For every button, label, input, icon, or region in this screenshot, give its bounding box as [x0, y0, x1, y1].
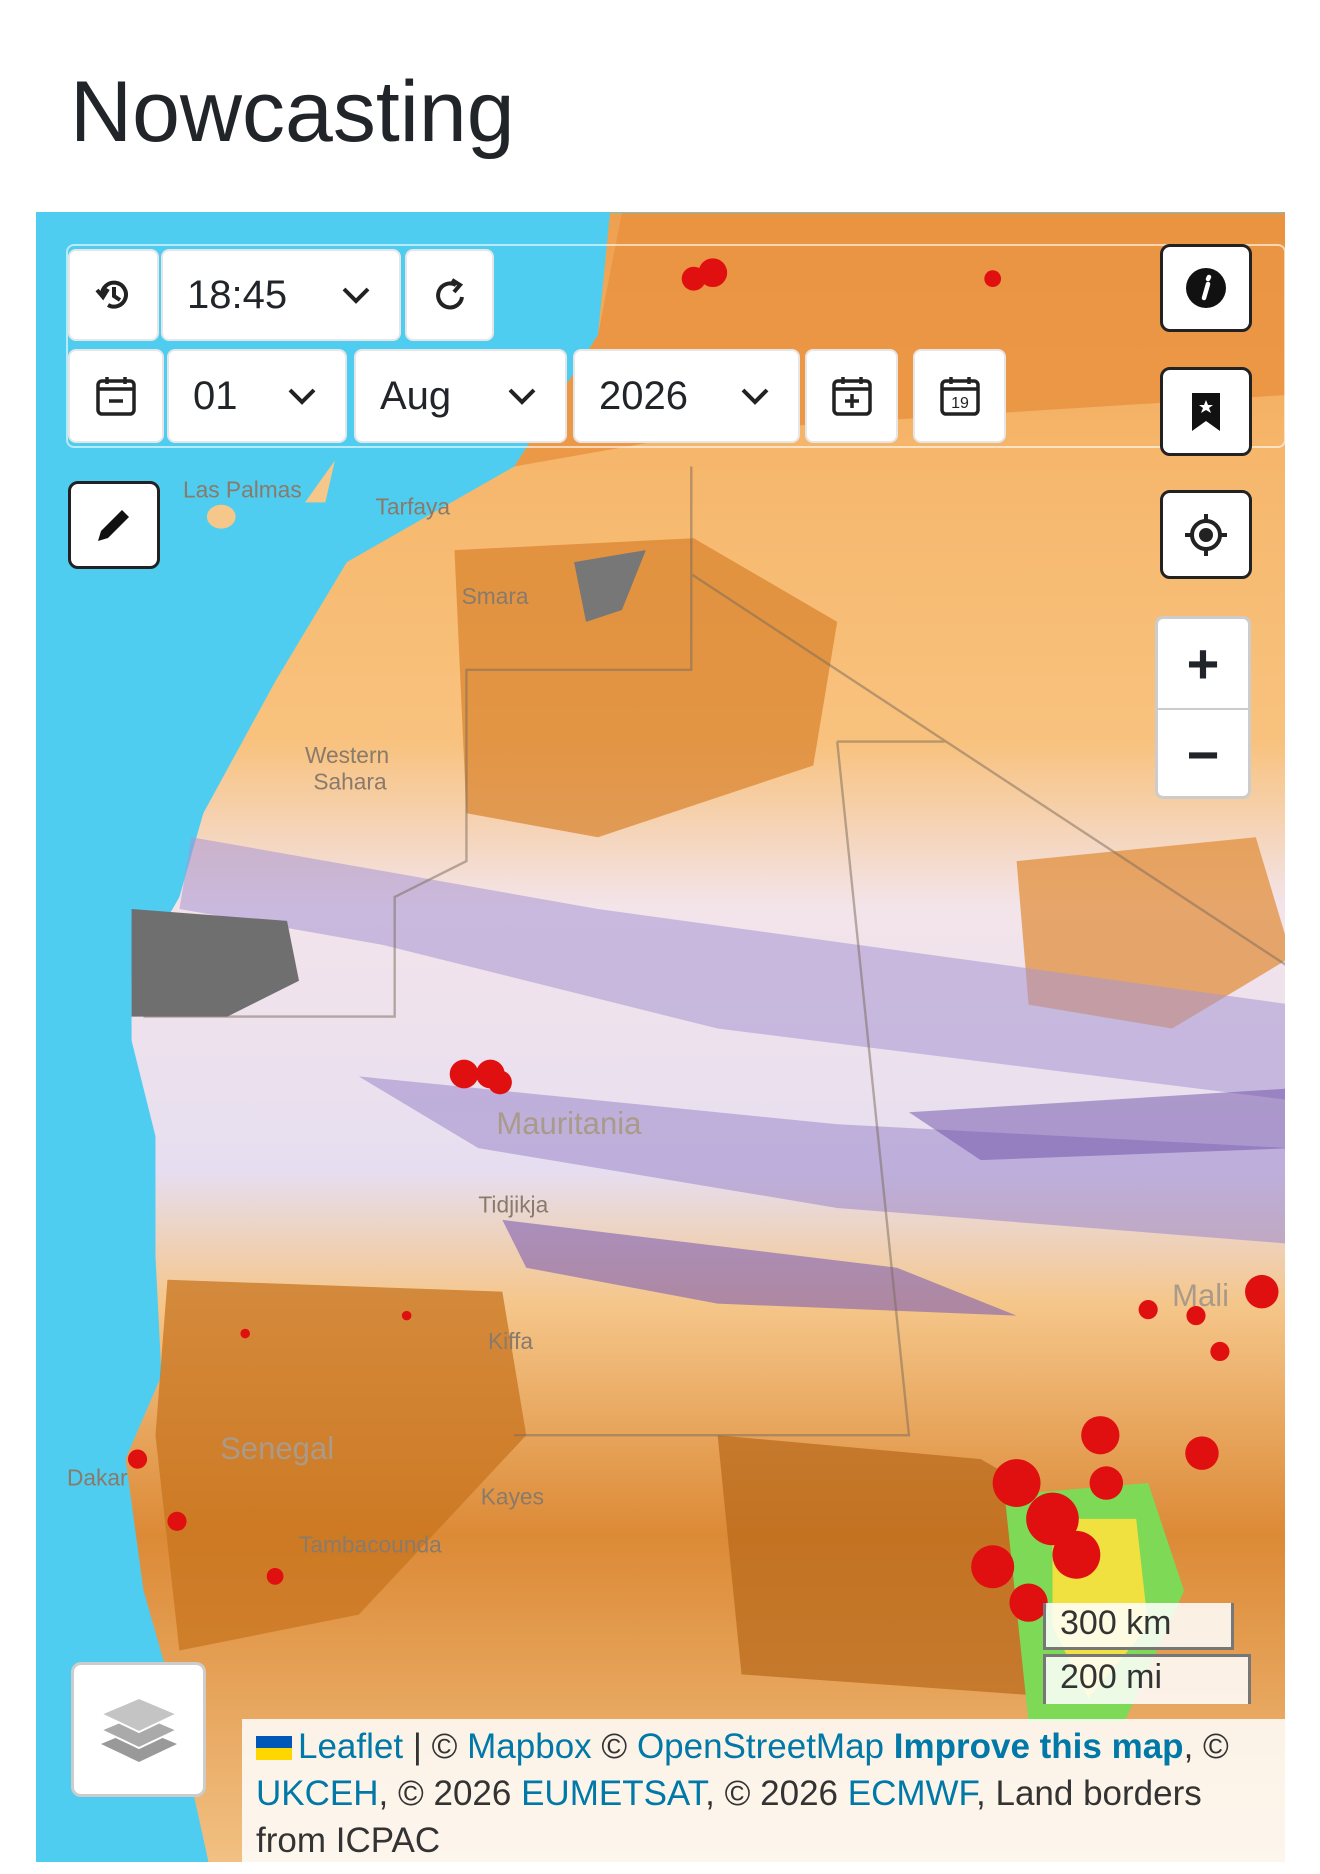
attribution-text: , © 2026 — [705, 1774, 848, 1813]
today-button[interactable]: 19 — [913, 349, 1006, 443]
attribution-text: , © — [1183, 1727, 1229, 1766]
attribution-text: , © 2026 — [378, 1774, 522, 1813]
map-label: Kayes — [481, 1484, 544, 1510]
zoom-in[interactable]: + — [1158, 619, 1248, 710]
zoom-out[interactable]: − — [1186, 723, 1220, 786]
day-select[interactable]: 01 — [167, 349, 347, 443]
map-label: Las Palmas — [183, 477, 302, 503]
map-label: Senegal — [220, 1431, 334, 1466]
calendar-today-icon: 19 — [939, 377, 980, 416]
layers-button[interactable] — [71, 1662, 206, 1797]
time-value: 18:45 — [187, 272, 288, 317]
info-icon — [1186, 268, 1226, 308]
time-select[interactable]: 18:45 — [161, 249, 401, 341]
map-label: Mali — [1172, 1278, 1229, 1313]
year-select[interactable]: 2026 — [573, 349, 800, 443]
history-icon — [94, 280, 128, 309]
history-button[interactable] — [68, 249, 159, 341]
attribution-text: | © — [403, 1727, 468, 1766]
calendar-plus-icon — [831, 377, 872, 416]
info-button[interactable] — [1160, 244, 1252, 332]
bookmark-icon — [1192, 392, 1220, 431]
map-label: Tidjikja — [478, 1192, 548, 1218]
page-title: Nowcasting — [70, 64, 515, 160]
calendar-day: 19 — [951, 395, 969, 412]
attribution-text — [884, 1727, 894, 1766]
attribution-link[interactable]: OpenStreetMap — [636, 1727, 885, 1766]
map-label: Smara — [462, 583, 529, 609]
attribution-text: , Land borders from ICPAC — [256, 1774, 1202, 1860]
chevron — [342, 287, 370, 304]
draw-button[interactable] — [68, 481, 160, 569]
attribution-link[interactable]: Leaflet — [298, 1727, 404, 1766]
attribution: Leaflet | © Mapbox © OpenStreetMap Impro… — [242, 1719, 1285, 1862]
month-select[interactable]: Aug — [354, 349, 567, 443]
layers-icon — [98, 1696, 179, 1762]
attribution-link[interactable]: UKCEH — [256, 1774, 379, 1813]
attribution-link[interactable]: Improve this map — [893, 1727, 1184, 1766]
chevron — [288, 388, 316, 405]
zoom-control: + − — [1155, 616, 1251, 799]
map-label: Western — [305, 742, 389, 768]
map-tiles: Las Palmas Tarfaya Western Sahara Maurit… — [67, 212, 1285, 1862]
attribution-link[interactable]: Mapbox — [467, 1727, 592, 1766]
map[interactable]: Las Palmas Tarfaya Western Sahara Maurit… — [36, 212, 1285, 1862]
control-bar — [66, 244, 1285, 448]
map-label: Kiffa — [488, 1328, 533, 1354]
map-label: Mauritania — [496, 1106, 642, 1141]
year-value: 2026 — [599, 373, 688, 418]
redo-icon — [435, 278, 464, 310]
next-day-button[interactable] — [805, 349, 898, 443]
attribution-text: © — [591, 1727, 637, 1766]
bookmark-button[interactable] — [1160, 367, 1252, 456]
redo-button[interactable] — [405, 249, 494, 341]
map-label: Tambacounda — [299, 1531, 442, 1557]
locate-icon — [1185, 513, 1227, 556]
month-value: Aug — [380, 373, 452, 418]
scale-imperial: 200 mi — [1043, 1654, 1251, 1704]
map-label: Dakar — [67, 1464, 128, 1490]
locate-button[interactable] — [1160, 490, 1252, 579]
map-label: Tarfaya — [376, 493, 451, 519]
ukraine-flag — [256, 1736, 292, 1760]
map-label: Sahara — [313, 768, 387, 794]
calendar-minus-icon — [96, 377, 136, 416]
chevron — [508, 388, 536, 405]
pencil-icon — [98, 510, 129, 541]
attribution-link[interactable]: EUMETSAT — [521, 1774, 706, 1813]
day-value: 01 — [193, 373, 238, 418]
scale-metric: 300 km — [1043, 1603, 1234, 1650]
previous-day-button[interactable] — [68, 349, 164, 443]
chevron — [741, 388, 769, 405]
attribution-link[interactable]: ECMWF — [847, 1774, 977, 1813]
